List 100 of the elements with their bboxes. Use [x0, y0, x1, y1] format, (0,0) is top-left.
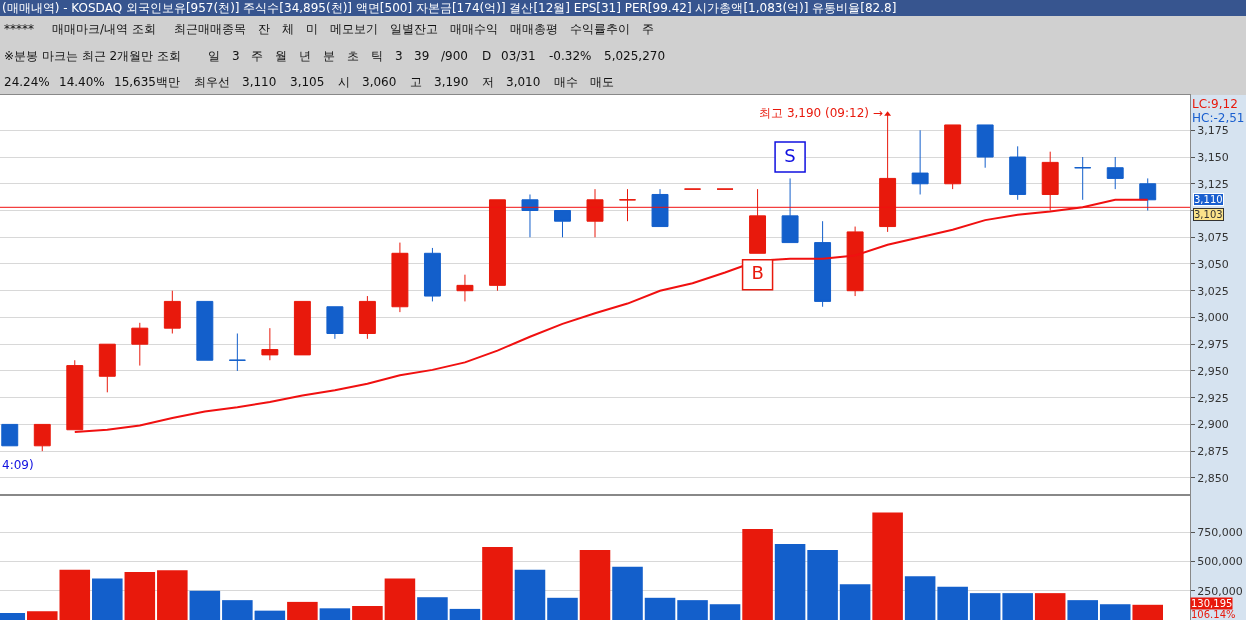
y-tick-label: 2,900 [1197, 418, 1229, 432]
text: 주 [642, 22, 654, 36]
y-tick-label: 2,875 [1197, 445, 1229, 458]
candlestick [98, 343, 116, 393]
text: LC:9,12 [1192, 97, 1238, 111]
candlestick [1009, 145, 1027, 201]
candlestick [358, 295, 376, 340]
bar [547, 597, 578, 620]
bar [482, 546, 513, 620]
bar [319, 608, 351, 620]
text: 매수 [554, 75, 578, 89]
text: 월 [275, 49, 287, 63]
bar [872, 512, 903, 620]
candlestick [846, 226, 864, 297]
ref-line-label: 3,103 [1194, 209, 1223, 220]
text: 3 [395, 49, 403, 63]
y-tick-label: 3,050 [1197, 257, 1229, 271]
bar [904, 576, 936, 620]
candlestick [293, 300, 311, 356]
candlestick [554, 210, 571, 238]
y-tick-label: 750,000 [1197, 526, 1243, 540]
y-tick-label: 3,000 [1197, 311, 1229, 325]
text: ※분봉 마크는 최근 2개월만 조회 [4, 49, 181, 63]
text: HC:-2,51 [1192, 111, 1245, 125]
text: ***** [4, 22, 34, 36]
candlestick [326, 306, 344, 340]
text: 39 [414, 49, 430, 63]
text: 3,060 [362, 75, 397, 89]
bar [222, 600, 253, 620]
text: 24.24% [4, 75, 50, 89]
text: 저 [482, 75, 494, 89]
bar [709, 604, 741, 620]
y-tick-label: 3,150 [1197, 150, 1229, 164]
bar [92, 578, 123, 620]
text: 초 [347, 49, 359, 63]
bar [449, 608, 481, 620]
text: 시 [338, 75, 350, 89]
candlestick [1074, 156, 1092, 201]
candlestick [131, 322, 149, 367]
candlestick [1139, 177, 1157, 212]
text: 03/31 [501, 49, 536, 63]
y-tick-label: 3,175 [1197, 124, 1229, 138]
bar [1067, 600, 1098, 620]
bar [59, 569, 91, 620]
text: -0.32% [549, 49, 592, 63]
y-tick-label: 2,850 [1197, 471, 1229, 485]
bar [579, 549, 611, 620]
candlestick [391, 242, 409, 313]
bar [352, 605, 383, 620]
text: 3,105 [290, 75, 325, 89]
text: 매매총평 [510, 22, 558, 36]
bar [1034, 593, 1066, 620]
bar [937, 586, 968, 620]
y-tick-label: 2,925 [1197, 391, 1229, 405]
bar [417, 597, 448, 620]
y-tick-label: 2,950 [1197, 364, 1229, 378]
data-label: 최고 3,190 (09:12) → [759, 106, 883, 121]
candlestick [911, 129, 929, 195]
text: 년 [299, 49, 311, 63]
bar [384, 578, 416, 620]
data-label: B [751, 262, 764, 284]
text: 틱 [371, 49, 383, 63]
text: 주 [251, 49, 263, 63]
candlestick [944, 124, 962, 190]
text: 잔 [258, 22, 270, 36]
y-tick-label: 3,125 [1197, 177, 1229, 191]
annotation: 4:09) [2, 458, 34, 472]
text: 미 [306, 22, 318, 36]
candlestick [1106, 156, 1124, 190]
bar [157, 570, 188, 620]
text: 15,635백만 [114, 75, 180, 89]
bar [612, 566, 643, 620]
bar [774, 544, 806, 620]
text: 분 [323, 49, 335, 63]
y-tick-label: 3,025 [1197, 284, 1229, 298]
text: 매도 [590, 75, 614, 89]
bar [287, 601, 318, 620]
candlestick [163, 290, 181, 334]
text: 체 [282, 22, 294, 36]
text: 최근매매종목 [174, 22, 246, 36]
text: 일별잔고 [390, 22, 438, 36]
bar [189, 590, 221, 620]
bar [1132, 604, 1164, 620]
bar [969, 593, 1001, 620]
candlestick [976, 124, 994, 169]
candlestick [1, 423, 19, 447]
text: 수익률추이 [570, 22, 630, 36]
text: 3,190 [434, 75, 469, 89]
text: 106.14% [1191, 609, 1236, 620]
y-tick-label: 250,000 [1197, 584, 1243, 598]
text: 고 [410, 75, 422, 89]
bar [839, 584, 871, 620]
text: (매매내역) - KOSDAQ 외국인보유[957(천)] 주식수[34,895(천)] 액면[500] 자본금[174(억)] 결산[12월] EPS[31] PER[99.42] 시가총액[1,083(억)] 유통비율[82.8] [2, 1, 897, 15]
bar [1099, 604, 1131, 620]
text: 3,110 [242, 75, 277, 89]
candlestick [651, 188, 669, 228]
candlestick [814, 220, 832, 308]
text: 3,110 [1194, 194, 1223, 205]
text: 3 [232, 49, 240, 63]
bar [124, 572, 156, 620]
